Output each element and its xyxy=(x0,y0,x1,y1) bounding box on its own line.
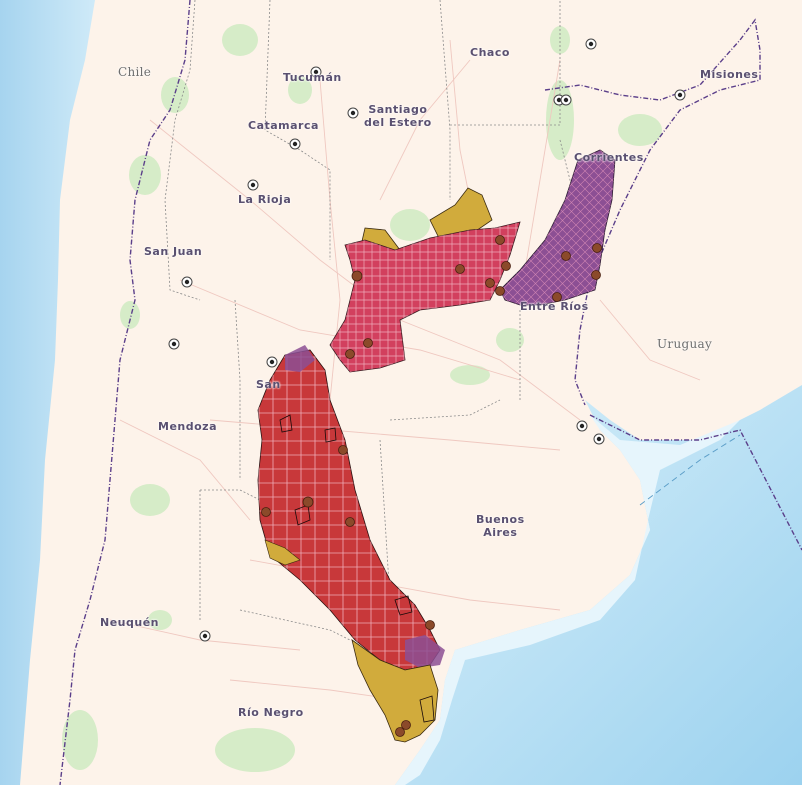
field-outlines xyxy=(279,414,435,723)
city-marker xyxy=(576,420,588,432)
marker xyxy=(425,620,435,630)
city-marker xyxy=(560,94,572,106)
crop-region-purple-roads xyxy=(500,150,615,305)
marker xyxy=(351,270,363,282)
maritime-line xyxy=(639,434,741,506)
marker xyxy=(592,243,602,253)
city-marker xyxy=(674,89,686,101)
marker xyxy=(495,235,505,245)
province-label-mendoza: Mendoza xyxy=(158,420,217,433)
city-marker xyxy=(247,179,259,191)
city-marker xyxy=(266,356,278,368)
province-borders xyxy=(164,0,576,641)
crop-mix-purple-sw xyxy=(285,345,315,372)
marker xyxy=(261,507,271,517)
marker xyxy=(401,720,411,730)
crop-region-red-roads xyxy=(258,350,440,670)
marker xyxy=(552,292,562,302)
city-marker xyxy=(347,107,359,119)
city-marker xyxy=(199,630,211,642)
city-marker xyxy=(181,276,193,288)
province-label-rionegro: Río Negro xyxy=(238,706,304,719)
crop-markers xyxy=(261,235,602,737)
marker xyxy=(395,727,405,737)
province-label-misiones: Misiones xyxy=(700,68,759,81)
province-label-entrerios: Entre Ríos xyxy=(520,300,589,313)
city-marker xyxy=(289,138,301,150)
city-marker xyxy=(168,338,180,350)
city-marker xyxy=(310,66,322,78)
marker xyxy=(363,338,373,348)
country-label-chile: Chile xyxy=(118,65,152,79)
province-label-santiago: Santiago del Estero xyxy=(364,103,432,129)
province-label-catamarca: Catamarca xyxy=(248,119,319,132)
province-label-sanjuan: San Juan xyxy=(144,245,203,258)
marker xyxy=(485,278,495,288)
province-label-neuquen: Neuquén xyxy=(100,616,159,629)
province-label-corrientes: Corrientes xyxy=(574,151,644,164)
province-label-larioja: La Rioja xyxy=(238,193,292,206)
province-label-tucuman: Tucumán xyxy=(283,71,342,84)
province-label-chaco: Chaco xyxy=(470,46,510,59)
province-label-buenosaires: Buenos Aires xyxy=(476,513,525,539)
marker xyxy=(302,496,314,508)
atlantic-ocean xyxy=(395,385,802,785)
city-marker xyxy=(585,38,597,50)
international-border xyxy=(59,0,802,785)
country-label-uruguay: Uruguay xyxy=(657,337,713,351)
crop-mix-purple-se xyxy=(405,635,445,668)
crop-region-gold-south xyxy=(351,639,439,743)
crop-region-gold-west xyxy=(264,539,301,566)
marker xyxy=(495,286,505,296)
city-marker xyxy=(593,433,605,445)
marker xyxy=(345,349,355,359)
marker xyxy=(345,517,355,527)
marker xyxy=(501,261,511,271)
marker xyxy=(338,445,348,455)
city-dots xyxy=(168,38,686,642)
pacific-ocean xyxy=(0,0,95,785)
marker xyxy=(591,270,601,280)
province-label-sanluis: San xyxy=(256,378,281,391)
marker xyxy=(455,264,465,274)
shelf xyxy=(395,415,740,785)
marker xyxy=(561,251,571,261)
crop-region-pink-roads xyxy=(330,222,520,372)
